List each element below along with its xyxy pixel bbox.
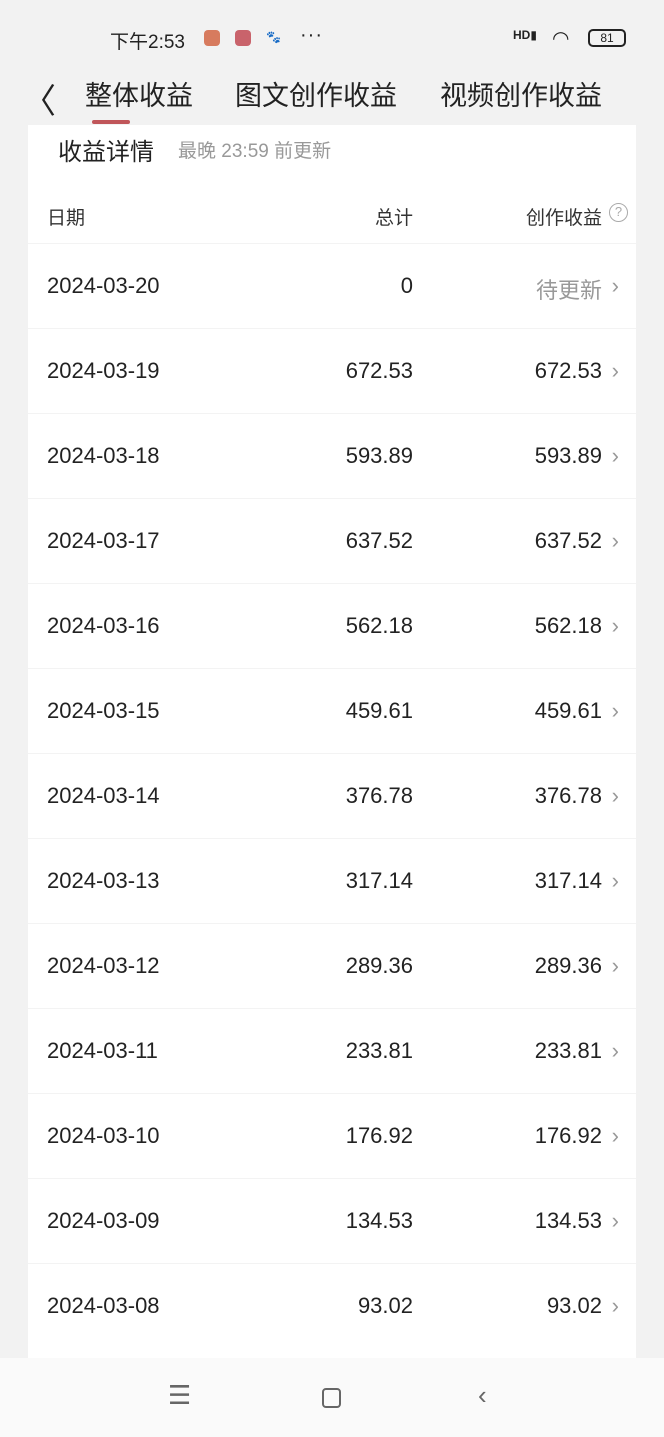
status-bar: 下午2:53 🐾 ··· HD▮ ◠ 81	[0, 24, 664, 54]
row-date: 2024-03-14	[47, 783, 160, 808]
table-row[interactable]: 2024-03-19 672.53 672.53 ›	[28, 328, 636, 413]
row-total: 593.89	[345, 443, 413, 468]
system-back-icon[interactable]: ‹	[478, 1380, 487, 1410]
table-row[interactable]: 2024-03-16 562.18 562.18 ›	[28, 583, 636, 668]
row-creation: 待更新	[535, 278, 602, 303]
table-row[interactable]: 2024-03-12 289.36 289.36 ›	[28, 923, 636, 1008]
menu-icon[interactable]: ☰	[168, 1380, 192, 1410]
table-row[interactable]: 2024-03-18 593.89 593.89 ›	[28, 413, 636, 498]
row-date: 2024-03-17	[47, 528, 160, 553]
tab-video-earnings[interactable]: 视频创作收益	[440, 81, 602, 111]
row-creation: 134.53	[534, 1208, 602, 1233]
row-date: 2024-03-12	[47, 953, 160, 978]
row-total: 637.52	[345, 528, 413, 553]
row-total: 562.18	[345, 613, 413, 638]
row-total: 672.53	[345, 358, 413, 383]
header-creation: 创作收益	[525, 208, 602, 229]
table-row[interactable]: 2024-03-10 176.92 176.92 ›	[28, 1093, 636, 1178]
wifi-icon: ◠	[552, 28, 570, 50]
card-title: 收益详情	[58, 139, 154, 166]
row-creation: 593.89	[534, 443, 602, 468]
app-notification-icon	[204, 30, 220, 46]
row-date: 2024-03-15	[47, 698, 160, 723]
row-creation: 672.53	[534, 358, 602, 383]
row-total: 93.02	[357, 1293, 413, 1318]
row-date: 2024-03-20	[47, 273, 160, 298]
system-nav-bar: ☰ ‹	[0, 1358, 664, 1437]
row-total: 134.53	[345, 1208, 413, 1233]
row-creation: 459.61	[534, 698, 602, 723]
row-date: 2024-03-10	[47, 1123, 160, 1148]
chevron-right-icon: ›	[611, 1208, 619, 1233]
header-total: 总计	[374, 208, 413, 229]
chevron-right-icon: ›	[611, 1293, 619, 1318]
row-date: 2024-03-18	[47, 443, 160, 468]
row-creation: 562.18	[534, 613, 602, 638]
row-date: 2024-03-09	[47, 1208, 160, 1233]
row-creation: 176.92	[534, 1123, 602, 1148]
clock: 下午2:53	[110, 32, 185, 53]
row-date: 2024-03-08	[47, 1293, 160, 1318]
signal-label: HD	[513, 28, 531, 42]
row-total: 376.78	[345, 783, 413, 808]
back-icon[interactable]: 〈	[22, 83, 56, 121]
message-notification-icon	[235, 30, 251, 46]
battery-icon: 81	[588, 29, 626, 47]
help-icon[interactable]: ?	[609, 203, 628, 222]
chevron-right-icon: ›	[611, 953, 619, 978]
paw-notification-icon: 🐾	[266, 30, 281, 44]
row-date: 2024-03-19	[47, 358, 160, 383]
update-note: 最晚 23:59 前更新	[178, 141, 332, 162]
row-total: 317.14	[345, 868, 413, 893]
header-date: 日期	[47, 208, 86, 229]
table-row[interactable]: 2024-03-17 637.52 637.52 ›	[28, 498, 636, 583]
chevron-right-icon: ›	[611, 1038, 619, 1063]
row-date: 2024-03-13	[47, 868, 160, 893]
row-creation: 93.02	[546, 1293, 602, 1318]
row-date: 2024-03-11	[47, 1038, 158, 1063]
chevron-right-icon: ›	[611, 1123, 619, 1148]
table-row[interactable]: 2024-03-09 134.53 134.53 ›	[28, 1178, 636, 1263]
table-header: 日期 总计 创作收益 ?	[28, 185, 636, 243]
table-row[interactable]: 2024-03-14 376.78 376.78 ›	[28, 753, 636, 838]
table-row[interactable]: 2024-03-08 93.02 93.02 ›	[28, 1263, 636, 1348]
table-row[interactable]: 2024-03-11 233.81 233.81 ›	[28, 1008, 636, 1093]
more-notifications-icon: ···	[300, 24, 323, 46]
chevron-right-icon: ›	[611, 443, 619, 468]
row-date: 2024-03-16	[47, 613, 160, 638]
signal-icon: HD▮	[513, 28, 537, 42]
table-row[interactable]: 2024-03-15 459.61 459.61 ›	[28, 668, 636, 753]
chevron-right-icon: ›	[611, 698, 619, 723]
chevron-right-icon: ›	[611, 868, 619, 893]
chevron-right-icon: ›	[611, 273, 619, 298]
chevron-right-icon: ›	[611, 783, 619, 808]
tab-article-earnings[interactable]: 图文创作收益	[235, 81, 397, 111]
row-total: 459.61	[345, 698, 413, 723]
row-creation: 637.52	[534, 528, 602, 553]
table-row[interactable]: 2024-03-13 317.14 317.14 ›	[28, 838, 636, 923]
row-creation: 233.81	[534, 1038, 602, 1063]
row-creation: 317.14	[534, 868, 602, 893]
chevron-right-icon: ›	[611, 358, 619, 383]
chevron-right-icon: ›	[611, 613, 619, 638]
tab-overall-earnings[interactable]: 整体收益	[85, 81, 193, 111]
top-nav: 〈 整体收益 图文创作收益 视频创作收益	[0, 66, 664, 124]
row-total: 0	[400, 273, 413, 298]
earnings-card: 收益详情 最晚 23:59 前更新 日期 总计 创作收益 ? 2024-03-2…	[28, 125, 636, 1358]
active-tab-indicator	[92, 120, 130, 124]
home-icon[interactable]	[322, 1388, 341, 1408]
row-total: 176.92	[345, 1123, 413, 1148]
row-total: 289.36	[345, 953, 413, 978]
table-row[interactable]: 2024-03-20 0 待更新 ›	[28, 243, 636, 328]
chevron-right-icon: ›	[611, 528, 619, 553]
row-creation: 289.36	[534, 953, 602, 978]
row-total: 233.81	[345, 1038, 413, 1063]
row-creation: 376.78	[534, 783, 602, 808]
